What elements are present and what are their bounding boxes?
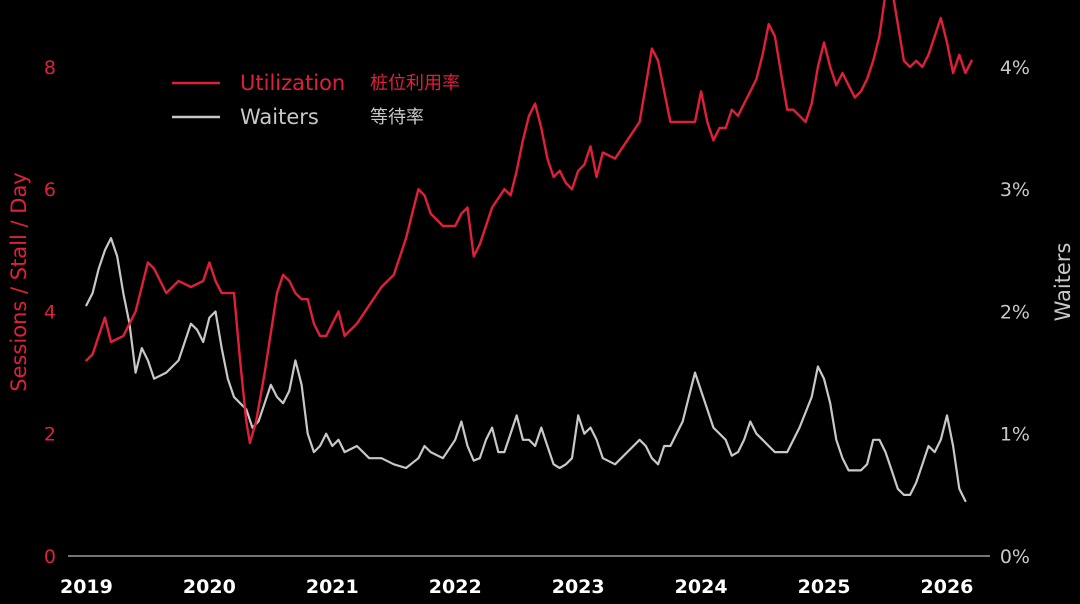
legend: Utilization 桩位利用率 Waiters 等待率 <box>172 71 460 129</box>
legend-label-utilization-zh: 桩位利用率 <box>370 73 460 94</box>
series-line-waiters <box>85 237 967 503</box>
y-axis-label-right: Waiters <box>1051 243 1075 322</box>
y-right-tick-label: 4% <box>1000 57 1030 79</box>
series-lines <box>85 0 973 503</box>
legend-label-utilization: Utilization <box>240 71 345 95</box>
y-left-tick-label: 4 <box>44 301 56 323</box>
x-tick-label: 2024 <box>675 576 728 598</box>
x-tick-label: 2025 <box>798 576 851 598</box>
x-tick-label: 2019 <box>60 576 113 598</box>
y-left-tick-label: 2 <box>44 424 56 446</box>
y-left-tick-label: 6 <box>44 179 56 201</box>
y-axis-right-ticks: 0% 1% 2% 3% 4% <box>1000 57 1030 568</box>
legend-label-waiters-zh: 等待率 <box>370 107 424 128</box>
y-right-tick-label: 1% <box>1000 424 1030 446</box>
x-axis-ticks: 2019 2020 2021 2022 2023 2024 2025 2026 <box>60 576 973 598</box>
x-tick-label: 2020 <box>183 576 236 598</box>
y-axis-label-left: Sessions / Stall / Day <box>7 172 31 392</box>
y-right-tick-label: 0% <box>1000 546 1030 568</box>
y-right-tick-label: 2% <box>1000 301 1030 323</box>
y-right-tick-label: 3% <box>1000 179 1030 201</box>
x-tick-label: 2023 <box>552 576 605 598</box>
x-tick-label: 2026 <box>921 576 974 598</box>
y-left-tick-label: 8 <box>44 57 56 79</box>
legend-label-waiters: Waiters <box>240 105 319 129</box>
x-tick-label: 2021 <box>306 576 359 598</box>
y-axis-left-ticks: 0 2 4 6 8 <box>44 57 56 568</box>
y-left-tick-label: 0 <box>44 546 56 568</box>
x-tick-label: 2022 <box>429 576 482 598</box>
series-line-utilization <box>85 0 973 445</box>
